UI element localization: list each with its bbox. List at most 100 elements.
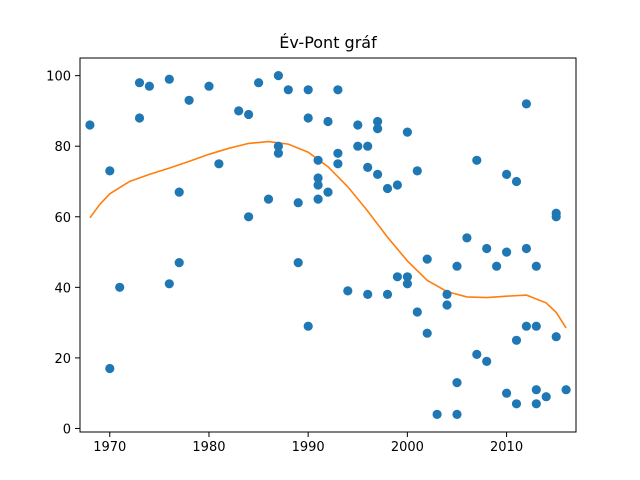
data-point: [412, 307, 422, 317]
data-point: [134, 78, 145, 88]
x-tick-label: 1970: [93, 440, 126, 455]
data-point: [482, 356, 492, 366]
data-point: [521, 99, 532, 109]
data-point: [333, 148, 343, 158]
data-point: [333, 159, 343, 169]
data-point: [144, 81, 154, 91]
data-point: [115, 282, 125, 292]
data-point: [422, 328, 432, 338]
data-point: [561, 385, 571, 395]
data-point: [392, 180, 402, 190]
data-point: [422, 254, 432, 264]
data-point: [452, 261, 462, 271]
data-point: [313, 173, 323, 183]
data-point: [462, 233, 472, 243]
data-point: [174, 258, 184, 268]
data-point: [402, 279, 412, 289]
data-point: [511, 335, 522, 345]
data-point: [105, 166, 115, 176]
y-axis: 0 20 40 60 80 100: [46, 70, 80, 437]
data-point: [323, 116, 333, 127]
data-point: [303, 321, 313, 331]
data-point: [244, 109, 254, 120]
data-point: [313, 194, 323, 204]
x-tick-label: 2000: [391, 440, 424, 455]
data-point: [551, 332, 561, 342]
data-point: [234, 106, 244, 116]
data-point: [244, 212, 254, 222]
x-tick-label: 1990: [292, 440, 325, 455]
y-tick-label: 100: [46, 70, 71, 85]
data-point: [303, 113, 313, 123]
data-point: [531, 261, 541, 271]
data-point: [502, 169, 512, 179]
data-point: [343, 286, 353, 296]
data-point: [402, 272, 412, 282]
data-point: [373, 169, 383, 179]
data-point: [531, 399, 541, 409]
y-tick-label: 0: [63, 422, 71, 437]
x-tick-label: 1980: [192, 440, 225, 455]
data-point: [502, 247, 512, 257]
data-point: [373, 116, 383, 127]
data-point: [412, 166, 422, 176]
data-point: [521, 243, 532, 254]
points-layer: [85, 71, 571, 419]
data-point: [363, 162, 373, 172]
data-point: [214, 159, 224, 169]
trend-line: [89, 140, 567, 329]
data-point: [353, 141, 363, 151]
data-point: [442, 300, 452, 310]
data-point: [174, 187, 184, 197]
data-point: [254, 78, 264, 88]
y-tick-label: 80: [54, 140, 71, 155]
data-point: [313, 155, 323, 165]
data-point: [482, 243, 492, 254]
data-point: [373, 124, 383, 134]
data-point: [134, 113, 145, 123]
data-point: [492, 261, 502, 271]
data-point: [442, 289, 452, 299]
data-point: [273, 141, 283, 151]
data-point: [432, 409, 442, 419]
x-axis: 1970 1980 1990 2000 2010: [93, 432, 523, 455]
data-point: [273, 148, 283, 158]
data-point: [511, 176, 522, 187]
chart-title: Év-Pont gráf: [279, 33, 377, 52]
trend-layer: [89, 140, 567, 329]
data-point: [382, 289, 393, 299]
data-point: [204, 81, 214, 91]
y-tick-label: 60: [54, 211, 71, 226]
data-point: [333, 85, 343, 95]
data-point: [531, 321, 541, 331]
data-point: [353, 120, 363, 130]
data-point: [531, 385, 541, 395]
y-tick-label: 20: [54, 352, 71, 367]
data-point: [452, 409, 462, 419]
data-point: [85, 120, 95, 130]
data-point: [392, 272, 402, 282]
data-point: [452, 378, 462, 388]
x-tick-label: 2010: [490, 440, 523, 455]
data-point: [283, 85, 293, 95]
data-point: [363, 289, 373, 299]
plot-frame: [79, 57, 577, 433]
data-point: [541, 392, 551, 402]
data-point: [521, 321, 532, 331]
data-point: [313, 180, 323, 190]
data-point: [164, 74, 174, 84]
data-point: [511, 399, 522, 409]
data-point: [551, 212, 561, 222]
data-point: [293, 198, 303, 208]
data-point: [323, 187, 333, 197]
data-point: [293, 258, 303, 268]
y-tick-label: 40: [54, 281, 71, 296]
data-point: [472, 349, 482, 359]
data-point: [502, 388, 512, 398]
data-point: [263, 194, 274, 204]
data-point: [105, 363, 115, 374]
data-point: [382, 183, 393, 194]
data-point: [303, 85, 313, 95]
data-point: [363, 141, 373, 151]
